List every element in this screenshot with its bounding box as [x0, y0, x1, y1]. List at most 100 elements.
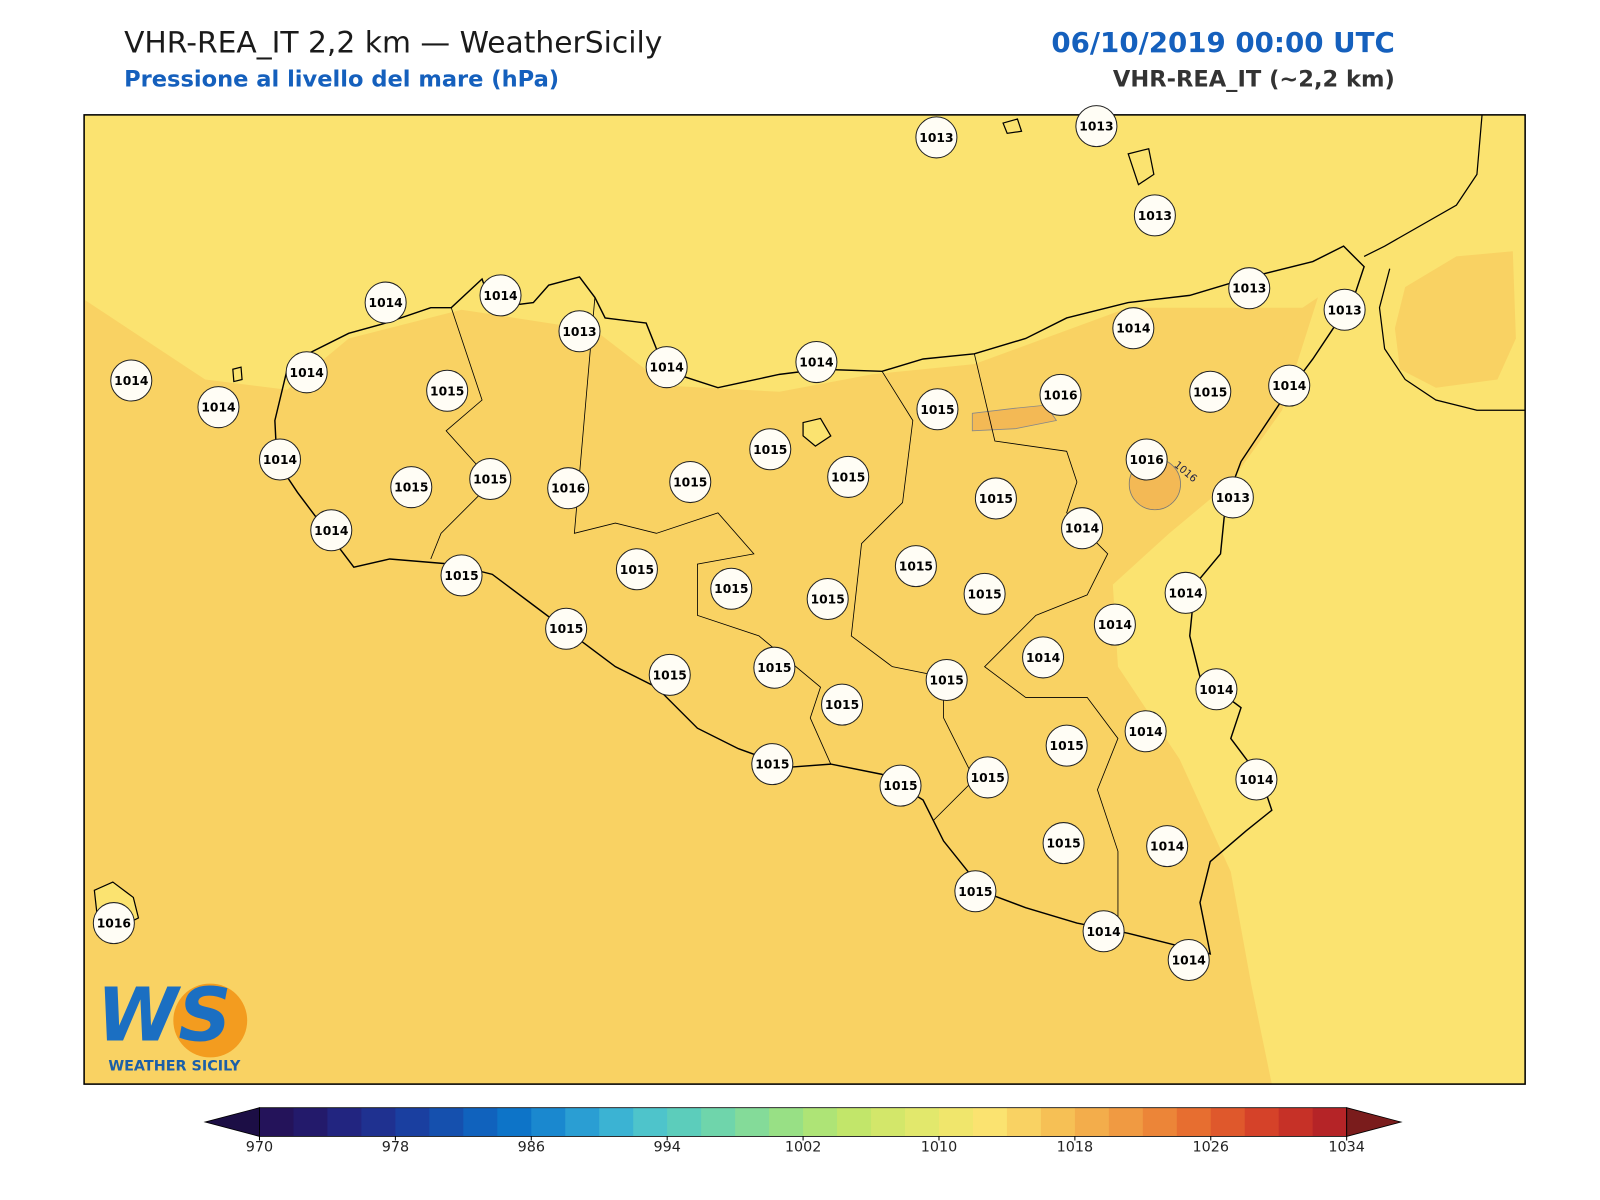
station-marker [615, 548, 658, 591]
station-value: 1015 [825, 698, 859, 712]
station-value: 1014 [201, 401, 235, 415]
station-marker [751, 743, 794, 786]
station-value: 1015 [1050, 739, 1084, 753]
station-value: 1015 [899, 560, 933, 574]
station-value: 1014 [1129, 725, 1163, 739]
colorbar-segment [905, 1107, 940, 1137]
colorbar-segment [565, 1107, 600, 1137]
colorbar-tick-label: 1002 [785, 1140, 822, 1156]
station-value: 1014 [114, 374, 148, 388]
colorbar-tick-label: 994 [653, 1140, 680, 1156]
colorbar-segment [1142, 1107, 1178, 1137]
station-value: 1013 [1327, 303, 1361, 317]
station-marker [197, 386, 240, 429]
station-value: 1013 [1232, 282, 1266, 296]
station-value: 1015 [1193, 385, 1227, 399]
colorbar-segment [599, 1107, 634, 1137]
colorbar-tick-label: 970 [246, 1140, 273, 1156]
station-value: 1014 [650, 361, 684, 375]
station-value: 1015 [620, 563, 654, 577]
colorbar-tick-label: 978 [382, 1140, 409, 1156]
colorbar-tick-label: 1018 [1057, 1140, 1094, 1156]
station-marker [1075, 105, 1118, 148]
station-value: 1014 [1199, 683, 1233, 697]
station-marker [545, 607, 588, 650]
station-marker [963, 572, 1006, 615]
colorbar-segment [531, 1107, 566, 1137]
station-marker [1125, 438, 1168, 481]
station-marker [310, 509, 353, 552]
station-marker [1042, 822, 1085, 865]
station-marker [1268, 364, 1311, 407]
station-marker [974, 477, 1017, 520]
logo: WS WEATHER SICILY [97, 973, 248, 1075]
station-value: 1015 [930, 674, 964, 688]
station-value: 1016 [551, 482, 585, 496]
colorbar-segment [429, 1107, 464, 1137]
station-marker [479, 274, 522, 317]
station-marker [879, 764, 922, 807]
high-contour [971, 404, 1058, 432]
station-value: 1015 [757, 661, 791, 675]
station-value: 1014 [1169, 586, 1203, 600]
colorbar-segment [1040, 1107, 1076, 1137]
colorbar-tick-label: 1026 [1193, 1140, 1230, 1156]
station-marker [364, 281, 407, 324]
colorbar-segment [1278, 1107, 1314, 1137]
station-value: 1014 [799, 356, 833, 370]
station-marker [916, 388, 959, 431]
colorbar-segment [259, 1107, 294, 1137]
station-value: 1015 [473, 473, 507, 487]
station-value: 1015 [653, 668, 687, 682]
subtitle: Pressione al livello del mare (hPa) [124, 67, 559, 93]
colorbar-segment [803, 1107, 838, 1137]
colorbar-segment [1074, 1107, 1110, 1137]
colorbar-segment [395, 1107, 430, 1137]
station-value: 1014 [1172, 954, 1206, 968]
colorbar-segment [735, 1107, 770, 1137]
colorbar-tick-label: 1010 [921, 1140, 958, 1156]
colorbar-tick-label: 1034 [1328, 1140, 1365, 1156]
title: VHR-REA_IT 2,2 km — WeatherSicily [124, 26, 662, 61]
colorbar-segment [293, 1107, 328, 1137]
station-marker [1124, 710, 1167, 753]
station-value: 1014 [263, 453, 297, 467]
station-marker [1022, 636, 1065, 679]
date: 06/10/2019 00:00 UTC [1051, 26, 1394, 59]
station-marker [1195, 668, 1238, 711]
logo-text: WEATHER SICILY [108, 1059, 241, 1075]
calabria-high [1394, 251, 1516, 388]
station-marker [1112, 307, 1155, 350]
colorbar-segment [837, 1107, 872, 1137]
station-marker [1164, 571, 1207, 614]
station-value: 1015 [1046, 837, 1080, 851]
colorbar-segment [1176, 1107, 1212, 1137]
station-marker [1189, 370, 1232, 413]
station-value: 1016 [1043, 388, 1077, 402]
station-value: 1014 [1150, 840, 1184, 854]
station-marker [258, 438, 302, 481]
station-marker [753, 646, 796, 689]
logo-sun [173, 983, 248, 1058]
station-marker [558, 310, 601, 353]
station-value: 1015 [883, 779, 917, 793]
colorbar-segment [1006, 1107, 1042, 1137]
station-value: 1015 [394, 481, 428, 495]
logo-mark: WS [97, 973, 232, 1059]
colorbar-segment [1210, 1107, 1246, 1137]
station-value: 1014 [1086, 925, 1120, 939]
station-value: 1015 [971, 771, 1005, 785]
station-marker [925, 658, 968, 702]
station-value: 1013 [919, 131, 953, 145]
colorbar-segment [633, 1107, 668, 1137]
station-value: 1015 [831, 470, 865, 484]
station-value: 1014 [1026, 651, 1060, 665]
station-value: 1015 [753, 443, 787, 457]
colorbar-segment [1312, 1107, 1348, 1137]
stations: 1013 1013 1013 1014 1014 1013 1014 1014 1013 1013… [92, 105, 1366, 982]
colorbar-over [1346, 1107, 1403, 1137]
station-marker [469, 457, 512, 500]
